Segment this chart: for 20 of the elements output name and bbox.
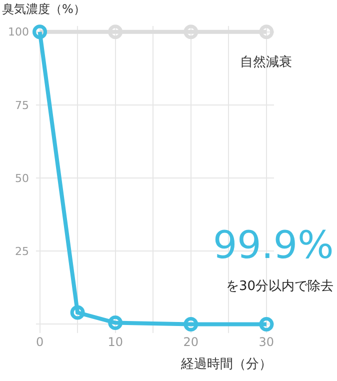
series-label: 自然減衰	[240, 54, 292, 70]
x-tick-label: 20	[183, 335, 199, 349]
point	[70, 305, 85, 320]
x-tick-label: 10	[108, 335, 123, 349]
point	[259, 316, 274, 332]
x-tick-label: 30	[258, 335, 274, 349]
annotation: を30分以内で除去	[226, 279, 334, 294]
point	[108, 24, 123, 40]
point	[184, 316, 198, 332]
x-axis-title: 経過時間（分）	[180, 357, 272, 372]
point	[259, 24, 274, 40]
y-tick-label: 100	[8, 26, 29, 39]
point	[108, 316, 123, 330]
y-axis-title: 臭気濃度（%）	[2, 2, 86, 16]
y-tick-label: 25	[15, 244, 29, 258]
y-tick-label: 50	[15, 172, 29, 185]
annotation: 99.9%	[213, 223, 334, 267]
x-tick-label: 0	[36, 335, 44, 349]
point	[184, 24, 198, 40]
y-tick-label: 75	[15, 98, 29, 112]
